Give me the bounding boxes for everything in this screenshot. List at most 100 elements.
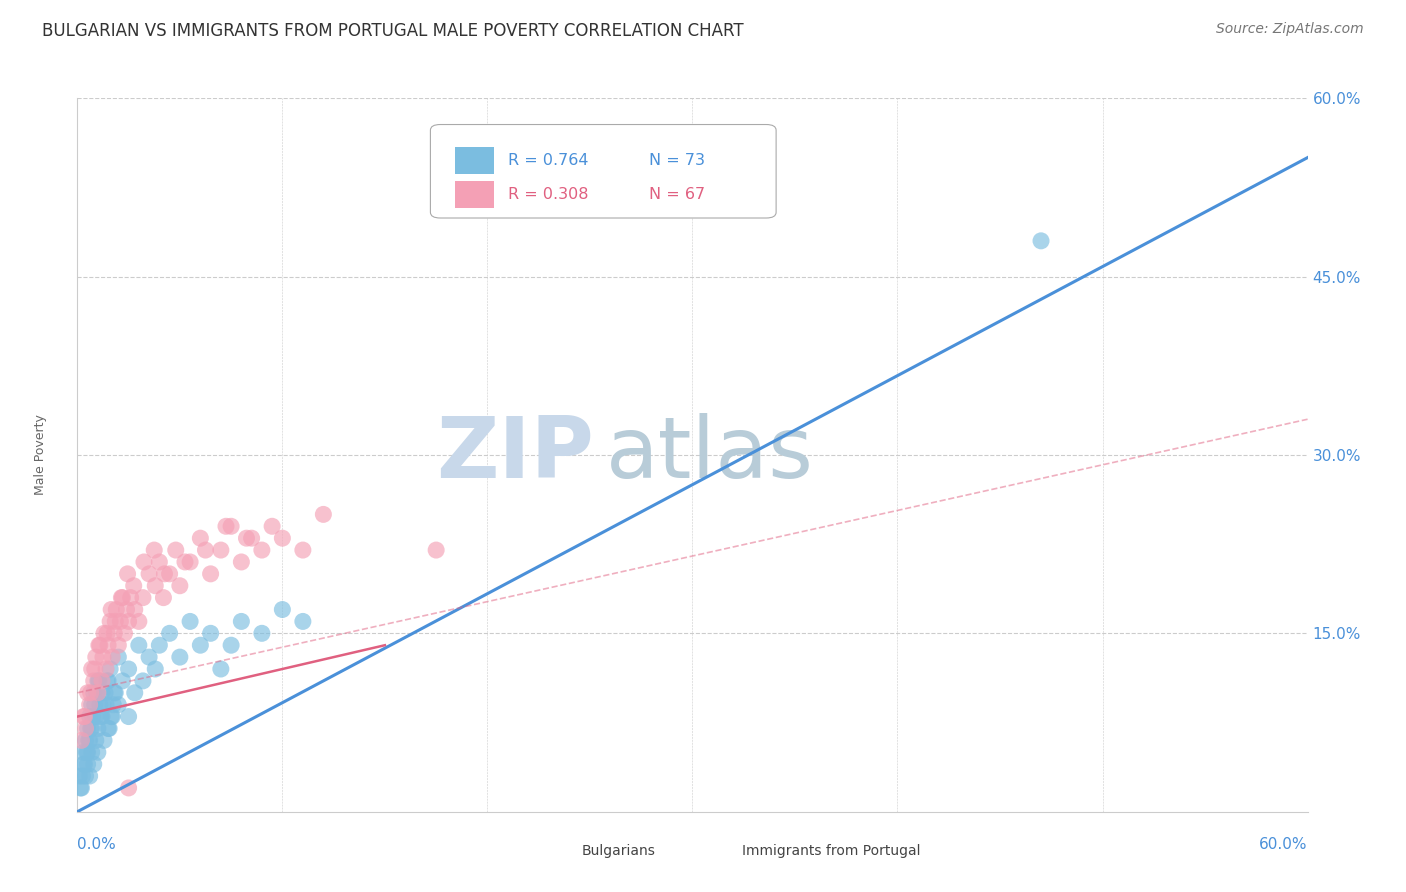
Bar [456, 146, 495, 174]
Text: 0.0%: 0.0% [77, 837, 117, 852]
Point [86, 686, 108, 700]
Point [73, 757, 96, 772]
Point [79, 686, 101, 700]
Point [194, 543, 217, 558]
Point [91, 698, 114, 712]
Point [104, 615, 127, 629]
Text: R = 0.308: R = 0.308 [508, 187, 589, 202]
Text: BULGARIAN VS IMMIGRANTS FROM PORTUGAL MALE POVERTY CORRELATION CHART: BULGARIAN VS IMMIGRANTS FROM PORTUGAL MA… [42, 22, 744, 40]
Point [96, 626, 118, 640]
Text: atlas: atlas [606, 413, 814, 497]
Point [94, 662, 117, 676]
Point [87, 745, 110, 759]
Point [107, 638, 129, 652]
Text: N = 73: N = 73 [650, 153, 706, 168]
Point [100, 602, 122, 616]
Point [93, 733, 115, 747]
Point [75, 769, 97, 783]
Point [72, 757, 94, 772]
Point [70, 780, 93, 795]
Point [219, 519, 242, 533]
Point [148, 638, 170, 652]
Text: R = 0.764: R = 0.764 [508, 153, 589, 168]
Point [72, 709, 94, 723]
Point [91, 650, 114, 665]
Point [100, 709, 122, 723]
Point [101, 709, 124, 723]
Point [110, 591, 132, 605]
Point [98, 722, 121, 736]
Point [262, 519, 284, 533]
Point [291, 615, 314, 629]
Point [83, 698, 105, 712]
Point [87, 673, 110, 688]
Point [179, 555, 201, 569]
Point [87, 686, 110, 700]
Point [82, 709, 104, 723]
Point [143, 579, 166, 593]
Point [107, 698, 129, 712]
Point [76, 722, 98, 736]
Point [75, 722, 97, 736]
Point [188, 638, 212, 652]
Point [89, 698, 111, 712]
Point [114, 626, 136, 640]
Point [93, 626, 115, 640]
Point [98, 662, 121, 676]
Point [80, 745, 103, 759]
Point [124, 602, 146, 616]
Point [117, 566, 139, 581]
Point [159, 626, 181, 640]
Point [291, 543, 314, 558]
Point [83, 673, 105, 688]
Point [77, 733, 100, 747]
Point [90, 709, 114, 723]
Point [117, 780, 139, 795]
Point [72, 769, 94, 783]
Point [105, 602, 128, 616]
Point [271, 531, 294, 545]
Point [70, 733, 93, 747]
Point [94, 686, 117, 700]
Point [132, 591, 155, 605]
Point [169, 650, 191, 665]
Point [87, 722, 110, 736]
Point [104, 686, 127, 700]
Point [107, 650, 129, 665]
Point [67, 769, 90, 783]
Point [209, 662, 232, 676]
Point [219, 638, 242, 652]
Point [72, 745, 94, 759]
Point [152, 591, 174, 605]
Point [76, 745, 98, 759]
Point [83, 662, 105, 676]
Point [174, 555, 197, 569]
Point [111, 673, 134, 688]
Point [103, 686, 125, 700]
Point [1029, 234, 1052, 248]
Point [83, 757, 105, 772]
Point [165, 543, 187, 558]
Point [128, 638, 150, 652]
Point [132, 673, 155, 688]
FancyBboxPatch shape [430, 125, 776, 218]
Text: Source: ZipAtlas.com: Source: ZipAtlas.com [1216, 22, 1364, 37]
Point [143, 662, 166, 676]
Point [76, 686, 98, 700]
Point [94, 698, 117, 712]
Point [143, 543, 166, 558]
Point [215, 519, 238, 533]
Point [97, 638, 120, 652]
Point [124, 686, 146, 700]
Point [235, 531, 257, 545]
Point [90, 686, 114, 700]
Point [117, 615, 139, 629]
Point [111, 591, 134, 605]
Point [250, 626, 273, 640]
Point [153, 566, 176, 581]
Point [110, 615, 132, 629]
Point [90, 673, 114, 688]
Point [200, 566, 222, 581]
Point [148, 555, 170, 569]
Point [117, 662, 139, 676]
